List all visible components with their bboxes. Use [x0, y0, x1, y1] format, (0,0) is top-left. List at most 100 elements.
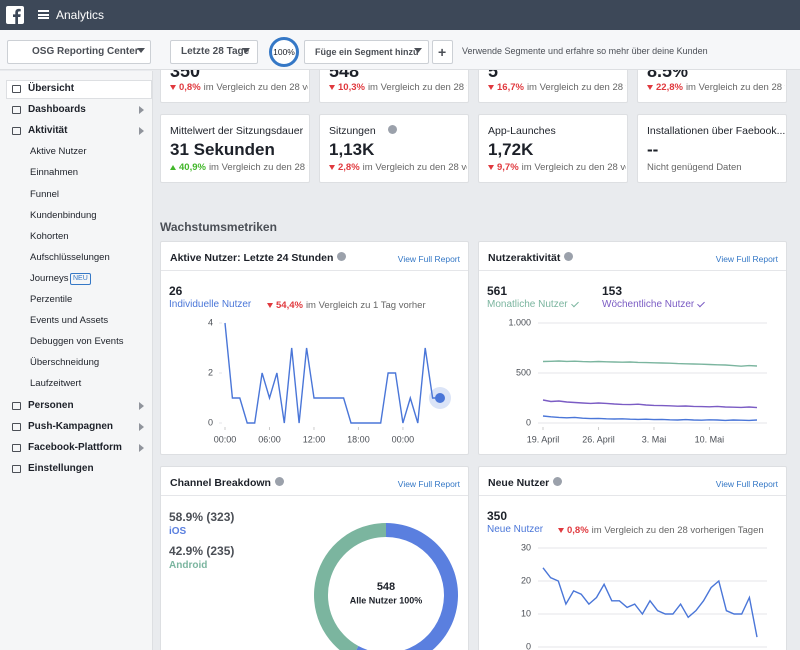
chevron-right: [139, 106, 144, 115]
change-text: im Vergleich zu den 28 vorherigen Tagen: [208, 162, 308, 173]
sidebar: [0, 71, 153, 650]
nav-item[interactable]: Übersicht: [28, 83, 75, 94]
nav-subitem[interactable]: Kohorten: [30, 230, 69, 242]
kpi-label: Mittelwert der Sitzungsdauer: [170, 125, 304, 137]
chevron-right: [139, 443, 144, 452]
info-icon: [337, 252, 347, 261]
change-text: im Vergleich zu den 28 vorherigen Tagen: [521, 162, 626, 173]
nav-icon: [12, 106, 21, 115]
nav-subitem[interactable]: Journeys: [30, 272, 69, 284]
nav-item[interactable]: Facebook-Plattform: [28, 441, 122, 453]
change-line: 0,8%im Vergleich zu den 28 vorherigen Ta…: [170, 82, 308, 93]
trend-arrow: [170, 165, 176, 170]
panel-divider: [161, 495, 468, 496]
kpi-card: Installationen über Faebook... -- Nicht ge…: [637, 114, 787, 183]
panel-title: Neue Nutzer: [488, 477, 563, 489]
trend-arrow: [558, 528, 564, 533]
change-line: 22,8%im Vergleich zu den 28 vorherigen T…: [647, 82, 785, 93]
nav-icon: [12, 422, 21, 431]
trend-arrow: [329, 165, 335, 170]
nav-icon: [12, 85, 21, 93]
trend-arrow: [329, 85, 335, 90]
change-text: im Vergleich zu den 28 vorherigen Tagen: [367, 82, 467, 93]
headline: 26: [169, 284, 183, 298]
nav-subitem[interactable]: Events und Assets: [30, 315, 109, 327]
nav-item[interactable]: Einstellungen: [28, 462, 94, 474]
view-report-link[interactable]: View Full Report: [397, 479, 460, 489]
change-line: Nicht genügend Daten: [647, 162, 785, 173]
kpi-label: Installationen über Faebook...: [647, 125, 785, 137]
change-value: 40,9%: [179, 162, 206, 173]
nav-subitem[interactable]: Perzentile: [30, 294, 73, 305]
kpi-value: 5: [488, 61, 499, 81]
kpi-card: Sitzungen 1,13K 2,8% im Vergleich zu den 28…: [319, 114, 469, 183]
nav-icon: [12, 464, 21, 473]
panel-title: Nutzeraktivität: [488, 252, 574, 264]
percent-circle[interactable]: 100%: [269, 37, 299, 67]
chevron-right: [139, 127, 144, 136]
series-name: Neue Nutzer: [487, 524, 544, 535]
series-name: Individuelle Nutzer: [169, 299, 252, 310]
view-report-link[interactable]: View Full Report: [397, 254, 460, 264]
panel: Channel Breakdown View Full Report: [160, 466, 469, 650]
nav-icon: [12, 443, 21, 452]
chevron-down: [242, 48, 250, 53]
change-value: 22,8%: [656, 82, 683, 93]
nav-icon: [12, 127, 21, 136]
panel: Neue Nutzer View Full Report: [478, 466, 787, 650]
panel-title: Aktive Nutzer: Letzte 24 Stunden: [170, 252, 347, 264]
nav-item[interactable]: Aktivität: [28, 125, 68, 137]
panel: Aktive Nutzer: Letzte 24 Stunden View Ful…: [160, 241, 469, 455]
nav-subitem[interactable]: Funnel: [30, 188, 60, 200]
kpi-value: --: [647, 140, 659, 159]
chevron-down: [414, 48, 422, 53]
change-text: Nicht genügend Daten: [647, 162, 742, 173]
menu-bar: [38, 13, 49, 16]
change-value: 0,8%: [567, 525, 589, 536]
series-total: 153: [602, 284, 623, 298]
pie-value-label: 58.9% (323): [169, 510, 235, 524]
change-line: 0,8%im Vergleich zu den 28 vorherigen Ta…: [558, 525, 764, 536]
nav-subitem[interactable]: Kundenbindung: [30, 209, 97, 221]
kpi-label: Sitzungen: [329, 125, 467, 137]
change-line: 2,8%im Vergleich zu den 28 vorherigen Ta…: [329, 162, 467, 173]
series-total: 561: [487, 284, 508, 298]
legend-entry: Monatliche Nutzer: [487, 299, 579, 310]
nav-subitem[interactable]: Aktive Nutzer: [30, 146, 87, 158]
nav-subitem[interactable]: Einnahmen: [30, 167, 79, 179]
view-report-link[interactable]: View Full Report: [715, 254, 778, 264]
segment-hint: Verwende Segmente und erfahre so mehr üb…: [462, 46, 708, 56]
nav-item[interactable]: Personen: [28, 399, 74, 411]
nav-subitem[interactable]: Überschneidung: [30, 357, 100, 369]
change-line: 54,4% im Vergleich zu 1 Tag vorher: [267, 300, 426, 311]
nav-item[interactable]: Dashboards: [28, 104, 86, 116]
selected-item: [6, 80, 152, 99]
pie-category: iOS: [169, 526, 187, 537]
facebook-logo[interactable]: [6, 6, 24, 24]
view-report-link[interactable]: View Full Report: [715, 479, 778, 489]
kpi-value: 1,72K: [488, 140, 534, 159]
menu-icon[interactable]: [38, 10, 49, 19]
info-icon: [564, 252, 574, 261]
kpi-label: App-Launches: [488, 125, 556, 137]
nav-subitem[interactable]: Laufzeitwert: [30, 378, 82, 390]
nav-subitem[interactable]: Aufschlüsselungen: [30, 251, 110, 263]
change-text: im Vergleich zu den 28 vorherigen Tagen: [203, 82, 308, 93]
kpi-value: 1,13K: [329, 140, 375, 159]
change-text: im Vergleich zu den 28 vorherigen Tagen: [362, 162, 467, 173]
nav-subitem[interactable]: Debuggen von Events: [30, 336, 124, 348]
pie-value-label: 42.9% (235): [169, 544, 235, 558]
app-title: Analytics: [56, 8, 105, 22]
section-title: Wachstumsmetriken: [160, 220, 277, 234]
change-value: 54,4%: [276, 300, 303, 311]
segment-button[interactable]: Füge ein Segment hinzu: [304, 40, 429, 64]
panel-title: Channel Breakdown: [170, 477, 284, 489]
panel-divider: [479, 495, 786, 496]
app-selector[interactable]: OSG Reporting Center: [7, 40, 151, 64]
trend-arrow: [267, 303, 273, 308]
kpi-card: Mittelwert der Sitzungsdauer 31 Sekunden 4…: [160, 114, 310, 183]
legend-entry: Wöchentliche Nutzer: [602, 299, 706, 310]
nav-item[interactable]: Push-Kampagnen: [28, 420, 114, 432]
add-segment[interactable]: +: [432, 40, 453, 64]
